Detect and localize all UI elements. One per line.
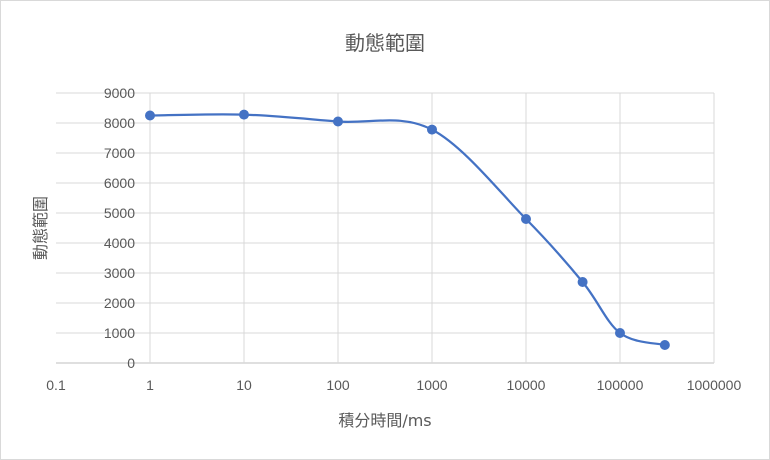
data-point	[427, 124, 437, 135]
data-point	[239, 109, 249, 120]
x-tick-label: 1000000	[687, 377, 742, 393]
data-point	[521, 214, 531, 224]
y-tick-label: 9000	[104, 85, 135, 101]
x-tick-label: 1	[146, 377, 154, 393]
x-axis-label: 積分時間/ms	[338, 411, 431, 430]
chart-title: 動態範圍	[345, 31, 425, 55]
y-tick-label: 5000	[104, 205, 135, 221]
data-point	[659, 340, 670, 350]
data-point	[615, 328, 625, 338]
data-point	[333, 116, 343, 127]
data-point	[145, 110, 155, 121]
x-axis-ticks: 0.1 1 10 100 1000 10000 100000 1000000	[46, 377, 741, 393]
y-tick-label: 7000	[104, 145, 135, 161]
x-tick-label: 100000	[597, 377, 644, 393]
data-point	[577, 277, 588, 287]
x-tick-label: 0.1	[46, 377, 66, 393]
y-tick-label: 8000	[104, 115, 135, 131]
y-tick-label: 1000	[104, 325, 135, 341]
y-tick-label: 3000	[104, 265, 135, 281]
y-tick-label: 0	[127, 355, 135, 371]
y-tick-label: 6000	[104, 175, 135, 191]
y-axis-label: 動態範圍	[31, 196, 50, 260]
data-points	[145, 109, 670, 350]
x-tick-label: 10000	[507, 377, 546, 393]
y-tick-label: 2000	[104, 295, 135, 311]
x-tick-label: 1000	[416, 377, 447, 393]
y-axis-ticks: 0 1000 2000 3000 4000 5000 6000 7000 8000 9000	[104, 85, 135, 371]
x-tick-label: 10	[236, 377, 252, 393]
y-tick-label: 4000	[104, 235, 135, 251]
gridlines	[56, 92, 715, 364]
x-tick-label: 100	[326, 377, 350, 393]
series-line	[149, 113, 666, 347]
